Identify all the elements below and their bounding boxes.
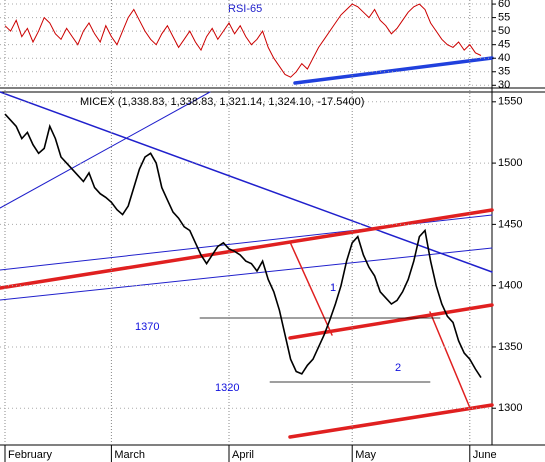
trend-line [0,91,493,273]
x-tick-label: March [114,449,145,461]
annotation: 2 [395,362,401,374]
y-tick-label: 55 [498,12,510,24]
rsi-trend-line [293,56,494,85]
y-tick-label: 45 [498,39,510,51]
price-title: MICEX (1,338.83, 1,338.83, 1,321.14, 1,3… [80,96,364,108]
trend-line [0,247,493,301]
y-tick-label: 50 [498,25,510,37]
trend-lines [0,56,494,439]
y-tick-label: 1300 [498,402,522,414]
channel-line [288,303,494,340]
annotation: 1320 [215,382,239,394]
target-line [289,241,333,336]
y-tick-label: 1350 [498,341,522,353]
y-tick-label: 60 [498,0,510,10]
y-tick-label: 1400 [498,280,522,292]
annotation: 1 [330,282,336,294]
target-line [429,311,471,409]
x-tick-label: April [232,449,254,461]
x-tick-label: June [473,449,497,461]
rsi-title: RSI-65 [228,3,262,15]
annotation: 1370 [135,321,159,333]
channel-line [288,403,494,439]
y-tick-label: 35 [498,66,510,78]
series-line [4,113,482,379]
y-tick-label: 40 [498,52,510,64]
y-tick-label: 1450 [498,218,522,230]
series-line [4,3,482,78]
x-tick-label: May [355,449,376,461]
y-tick-label: 1500 [498,157,522,169]
trend-line [0,91,211,209]
x-tick-label: February [8,449,53,461]
y-tick-label: 1550 [498,96,522,108]
y-tick-label: 30 [498,79,510,91]
channel-line [0,208,494,290]
